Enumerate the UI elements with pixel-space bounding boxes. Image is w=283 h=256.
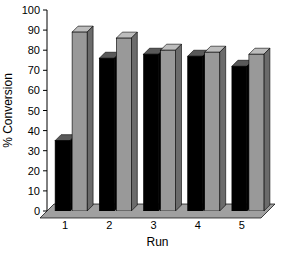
bar-side — [264, 48, 270, 211]
x-tick-label: 1 — [62, 219, 68, 231]
y-tick — [43, 110, 47, 111]
chart-container: 0 10 20 30 40 50 60 70 80 90 100 1 2 3 4 5 Run % Conversi… — [0, 0, 283, 256]
y-tick-label: 0 — [34, 205, 40, 217]
bar-front — [161, 50, 176, 211]
x-axis-label: Run — [146, 235, 168, 249]
y-tick — [43, 90, 47, 91]
x-tick-label: 4 — [195, 219, 201, 231]
y-tick — [43, 170, 47, 171]
bar-front — [144, 54, 159, 211]
y-tick-label: 70 — [28, 64, 40, 76]
y-tick — [43, 190, 47, 191]
bar — [116, 32, 137, 211]
bar-side — [131, 32, 137, 211]
bar-front — [205, 52, 220, 211]
bar — [72, 26, 93, 211]
bar — [205, 46, 226, 211]
bars — [55, 26, 270, 211]
y-tick-label: 20 — [28, 165, 40, 177]
y-tick-label: 60 — [28, 84, 40, 96]
bar-front — [72, 32, 87, 211]
y-tick-label: 40 — [28, 125, 40, 137]
bar-front — [188, 56, 203, 211]
y-tick — [43, 211, 47, 212]
chart-svg: 0 10 20 30 40 50 60 70 80 90 100 1 2 3 4 5 Run % Conversi… — [0, 0, 283, 256]
y-tick-label: 80 — [28, 44, 40, 56]
y-tick-label: 50 — [28, 105, 40, 117]
y-tick — [43, 130, 47, 131]
bar-side — [176, 44, 182, 211]
bar-front — [232, 66, 247, 211]
y-tick — [43, 50, 47, 51]
y-tick-label: 90 — [28, 24, 40, 36]
bar-front — [116, 38, 131, 211]
x-tick-label: 3 — [150, 219, 156, 231]
bar — [161, 44, 182, 211]
y-tick — [43, 30, 47, 31]
bar-side — [87, 26, 93, 211]
bar-front — [99, 58, 114, 211]
x-tick-label: 5 — [239, 219, 245, 231]
y-tick — [43, 10, 47, 11]
bar-front — [249, 54, 264, 211]
bar-side — [220, 46, 226, 211]
y-tick-label: 30 — [28, 145, 40, 157]
bar-front — [55, 141, 70, 211]
y-tick-label: 100 — [22, 4, 40, 16]
y-tick — [43, 70, 47, 71]
y-axis-label: % Conversion — [1, 73, 15, 148]
bar — [249, 48, 270, 211]
y-tick — [43, 150, 47, 151]
y-tick-label: 10 — [28, 185, 40, 197]
x-tick-label: 2 — [106, 219, 112, 231]
